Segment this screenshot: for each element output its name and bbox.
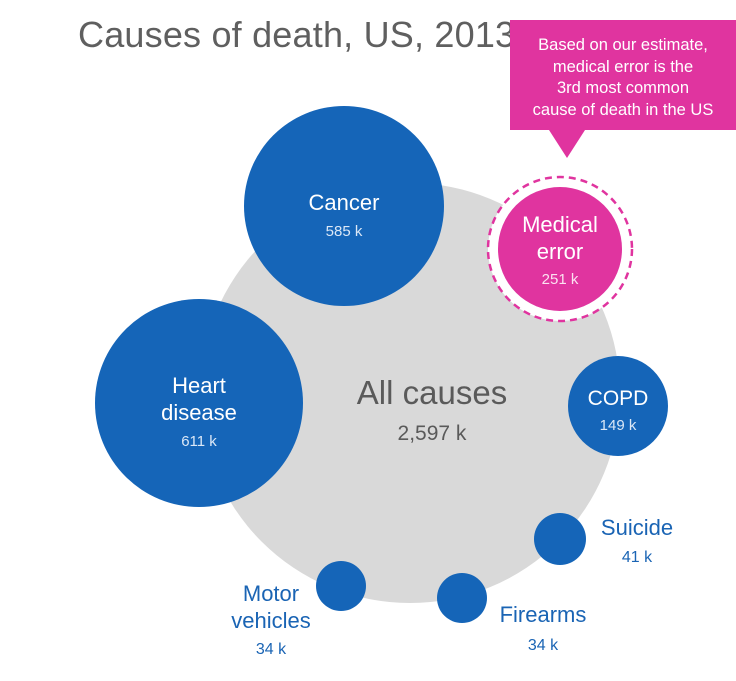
- bubble-value: 585 k: [326, 223, 363, 240]
- total-label: All causes: [357, 374, 507, 411]
- callout-box: [510, 20, 736, 130]
- bubble-label: vehicles: [231, 608, 310, 633]
- callout-line: medical error is the: [552, 57, 694, 76]
- bubble-label: Firearms: [500, 602, 587, 627]
- bubble: [316, 561, 366, 611]
- bubble-value: 34 k: [256, 641, 287, 658]
- bubble-label: error: [537, 239, 583, 264]
- bubble-value: 41 k: [622, 549, 653, 566]
- bubble-value: 611 k: [181, 433, 217, 450]
- bubble-label: Heart: [172, 373, 226, 398]
- bubble-label: COPD: [588, 387, 649, 410]
- bubble-value: 149 k: [600, 417, 637, 434]
- bubble-label: Motor: [243, 581, 299, 606]
- callout-text: Based on our estimate, medical error is …: [514, 35, 732, 121]
- callout-pointer: [549, 130, 585, 158]
- bubble-value: 251 k: [542, 271, 579, 288]
- callout-line: cause of death in the US: [532, 100, 714, 119]
- bubble: [95, 299, 303, 507]
- bubble: [498, 187, 622, 311]
- callout-line: 3rd most common: [556, 79, 690, 97]
- bubble-label: Suicide: [601, 515, 673, 540]
- bubble-label: disease: [161, 400, 237, 425]
- bubble-label: Medical: [522, 212, 598, 237]
- bubble: [534, 513, 586, 565]
- bubble-label: Cancer: [309, 190, 380, 215]
- chart-title: Causes of death, US, 2013: [78, 14, 516, 55]
- callout-line: Based on our estimate,: [538, 36, 708, 54]
- bubble: [244, 106, 444, 306]
- total-value: 2,597 k: [398, 422, 467, 445]
- bubble-value: 34 k: [528, 637, 559, 654]
- bubble: [437, 573, 487, 623]
- bubble: [568, 356, 668, 456]
